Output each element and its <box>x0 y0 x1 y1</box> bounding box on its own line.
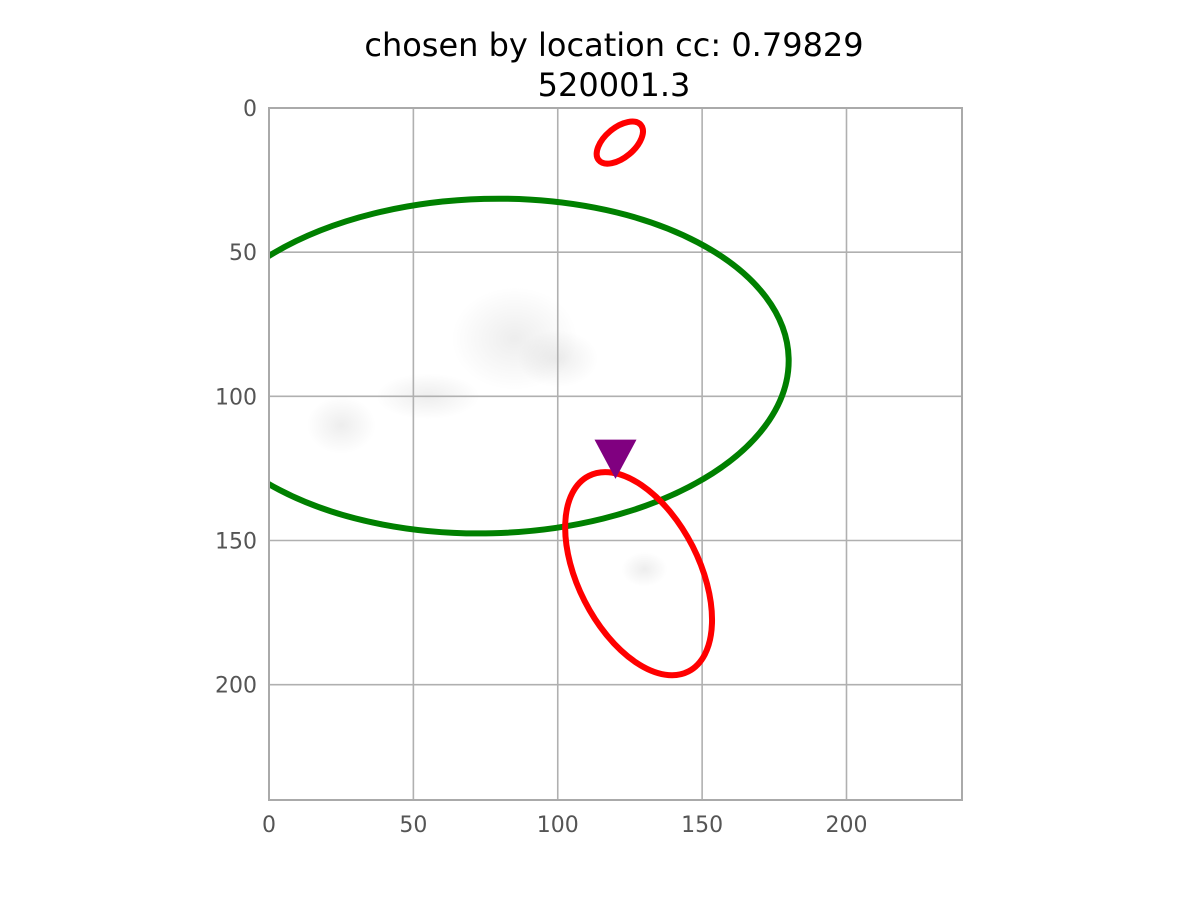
axes-frame <box>268 107 963 801</box>
y-tick-label: 100 <box>215 385 257 410</box>
y-tick-label: 50 <box>229 241 257 266</box>
chart-title-line2: 520001.3 <box>538 66 691 104</box>
y-tick-label: 0 <box>243 97 257 122</box>
background-blob <box>621 552 668 587</box>
ellipse-3 <box>562 469 716 679</box>
background-image <box>306 286 668 587</box>
markers-layer <box>594 439 637 479</box>
y-tick-label: 150 <box>215 530 257 555</box>
x-tick-label: 150 <box>681 813 723 838</box>
background-blob <box>306 396 376 454</box>
triangle-marker <box>594 439 637 479</box>
chart-title-line1: chosen by location cc: 0.79829 <box>364 26 863 64</box>
y-tick-label: 200 <box>215 674 257 699</box>
x-tick-label: 50 <box>399 813 427 838</box>
y-axis: 0 50 100 150 200 <box>215 97 257 699</box>
x-tick-label: 100 <box>537 813 579 838</box>
x-tick-label: 200 <box>826 813 868 838</box>
ellipse-2 <box>593 118 646 167</box>
ellipses-layer <box>269 118 792 679</box>
ellipse-1 <box>269 195 792 537</box>
x-tick-label: 0 <box>262 813 276 838</box>
x-axis: 0 50 100 150 200 <box>262 813 868 838</box>
